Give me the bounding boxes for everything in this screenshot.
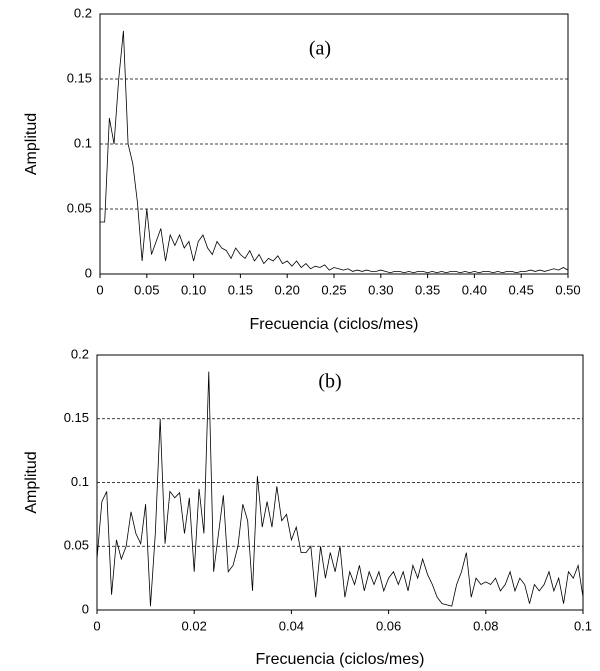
x-tick-label: 0 bbox=[93, 618, 100, 633]
plot-frame bbox=[96, 354, 584, 611]
data-line bbox=[96, 371, 584, 607]
y-tick-label: 0.2 bbox=[71, 346, 89, 361]
y-axis-label: Amplitud bbox=[23, 113, 40, 175]
x-tick-label: 0.20 bbox=[275, 282, 300, 297]
x-tick-label: 0.10 bbox=[181, 282, 206, 297]
x-tick-label: 0.02 bbox=[182, 618, 207, 633]
y-tick-label: 0.1 bbox=[74, 135, 92, 150]
data-line bbox=[100, 30, 569, 274]
x-tick-label: 0.25 bbox=[321, 282, 346, 297]
y-tick-label: 0.15 bbox=[67, 70, 92, 85]
x-tick-label: 0.08 bbox=[473, 618, 498, 633]
plot-frame bbox=[99, 13, 569, 275]
x-axis-label: Frecuencia (ciclos/mes) bbox=[250, 316, 419, 333]
x-tick-label: 0.06 bbox=[376, 618, 401, 633]
x-tick-label: 0.40 bbox=[462, 282, 487, 297]
x-tick-label: 0.50 bbox=[555, 282, 580, 297]
x-tick-label: 0.35 bbox=[415, 282, 440, 297]
y-tick-label: 0.05 bbox=[67, 200, 92, 215]
y-tick-label: 0 bbox=[85, 265, 92, 280]
x-tick-label: 0.05 bbox=[134, 282, 159, 297]
panel-title: (b) bbox=[318, 371, 341, 393]
x-tick-label: 0.1 bbox=[574, 618, 592, 633]
y-tick-label: 0.15 bbox=[64, 410, 89, 425]
x-tick-label: 0.04 bbox=[279, 618, 304, 633]
y-tick-label: 0 bbox=[82, 601, 89, 616]
x-tick-label: 0.15 bbox=[228, 282, 253, 297]
y-tick-label: 0.05 bbox=[64, 538, 89, 553]
y-tick-label: 0.1 bbox=[71, 474, 89, 489]
panel-title: (a) bbox=[309, 38, 331, 60]
y-axis-label: Amplitud bbox=[23, 451, 40, 513]
x-tick-label: 0 bbox=[96, 282, 103, 297]
x-axis-label: Frecuencia (ciclos/mes) bbox=[256, 651, 425, 668]
x-tick-label: 0.30 bbox=[368, 282, 393, 297]
y-tick-label: 0.2 bbox=[74, 5, 92, 20]
x-tick-label: 0.45 bbox=[509, 282, 534, 297]
